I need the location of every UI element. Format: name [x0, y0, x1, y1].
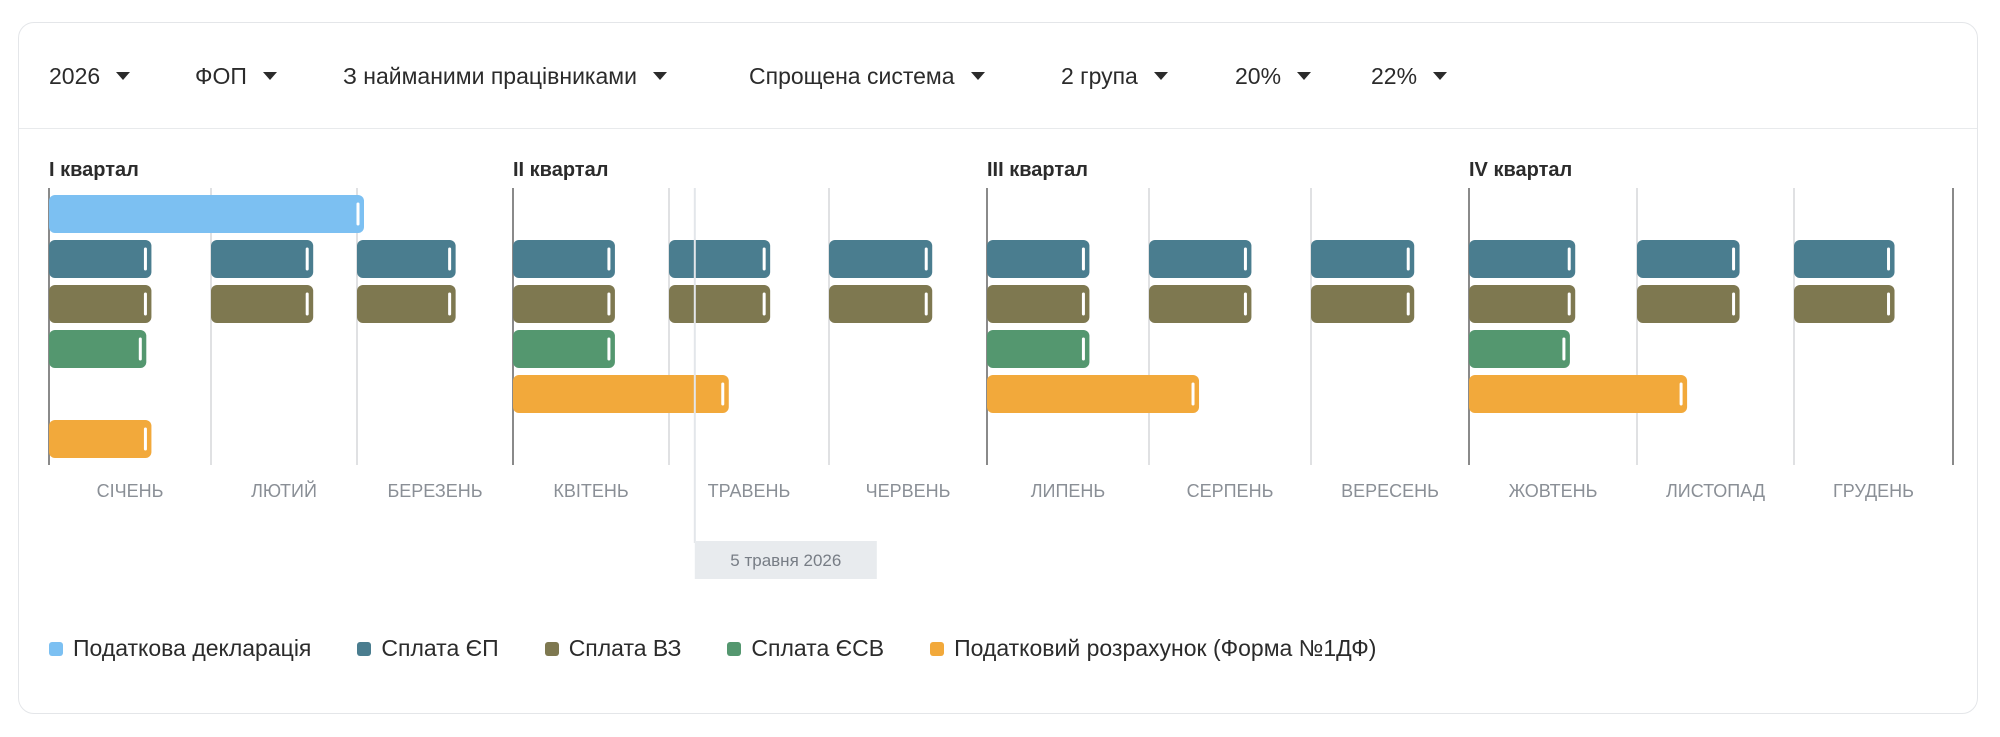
legend-item-form1df[interactable]: Податковий розрахунок (Форма №1ДФ) [930, 635, 1376, 662]
filter-esv-rate-label: 22% [1371, 62, 1418, 89]
chevron-down-icon [1297, 72, 1312, 80]
filter-tax-system-label: Спрощена система [749, 62, 955, 89]
today-label: 5 травня 2026 [730, 551, 841, 570]
legend-item-ep[interactable]: Сплата ЄП [357, 635, 499, 662]
filter-esv-rate-dropdown[interactable]: 22% [1371, 61, 1448, 91]
legend-item-vz[interactable]: Сплата ВЗ [544, 635, 682, 662]
filter-group-dropdown[interactable]: 2 група [1061, 61, 1168, 91]
filter-rate-label: 20% [1235, 62, 1282, 89]
filter-bar: 2026 ФОП З найманими працівниками Спроще… [19, 23, 1977, 129]
filter-entity-dropdown[interactable]: ФОП [195, 61, 277, 91]
month-tick-label: ЧЕРВЕНЬ [866, 481, 951, 501]
bar-declaration [49, 195, 364, 233]
month-tick-label: СІЧЕНЬ [97, 481, 164, 501]
bar-vz [1311, 285, 1415, 323]
month-tick-label: ЖОВТЕНЬ [1509, 481, 1598, 501]
legend-swatch [544, 641, 559, 656]
bar-ep [357, 240, 456, 278]
bar-form1df [1469, 375, 1688, 413]
legend-swatch [49, 641, 63, 656]
month-tick-label: СЕРПЕНЬ [1187, 481, 1274, 501]
bar-ep [1794, 240, 1895, 278]
legend-label: Сплата ЄП [381, 635, 499, 661]
bar-esv [513, 330, 615, 368]
legend-label: Податкова декларація [73, 635, 312, 661]
quarter-label: II квартал [513, 159, 608, 181]
quarter-label: III квартал [987, 159, 1088, 181]
legend-item-esv[interactable]: Сплата ЄСВ [727, 635, 884, 662]
chevron-down-icon [970, 72, 985, 80]
quarter-label: I квартал [49, 159, 139, 181]
filter-rate-dropdown[interactable]: 20% [1235, 61, 1312, 91]
bar-ep [1469, 240, 1576, 278]
month-tick-label: ТРАВЕНЬ [708, 481, 791, 501]
legend-label: Податковий розрахунок (Форма №1ДФ) [954, 635, 1377, 661]
bar-form1df [49, 420, 152, 458]
month-tick-label: БЕРЕЗЕНЬ [387, 481, 482, 501]
legend-swatch [727, 641, 742, 656]
filter-entity-label: ФОП [195, 62, 247, 89]
filter-employees-dropdown[interactable]: З найманими працівниками [343, 61, 667, 91]
chevron-down-icon [116, 72, 131, 80]
filter-group-label: 2 група [1061, 62, 1138, 89]
calendar-card: 2026 ФОП З найманими працівниками Спроще… [18, 22, 1978, 714]
month-tick-label: ГРУДЕНЬ [1833, 481, 1914, 501]
filter-year-label: 2026 [49, 62, 101, 89]
bar-ep [513, 240, 615, 278]
month-tick-label: ЛИСТОПАД [1666, 481, 1765, 501]
bar-ep [987, 240, 1090, 278]
chart-legend: Податкова декларація Сплата ЄП Сплата ВЗ… [49, 635, 1422, 662]
bar-form1df [513, 375, 729, 413]
bar-ep [49, 240, 152, 278]
bar-vz [987, 285, 1090, 323]
bar-form1df [987, 375, 1200, 413]
month-tick-label: ЛИПЕНЬ [1031, 481, 1106, 501]
legend-item-declaration[interactable]: Податкова декларація [49, 635, 311, 662]
bar-esv [987, 330, 1090, 368]
chevron-down-icon [1153, 72, 1168, 80]
bar-vz [1149, 285, 1252, 323]
bar-vz [1637, 285, 1740, 323]
bar-ep [1311, 240, 1415, 278]
bar-vz [1469, 285, 1576, 323]
legend-label: Сплата ЄСВ [751, 635, 885, 661]
month-tick-label: ЛЮТИЙ [251, 480, 317, 501]
bar-esv [49, 330, 147, 368]
bar-vz [357, 285, 456, 323]
month-tick-label: КВІТЕНЬ [553, 481, 628, 501]
chevron-down-icon [262, 72, 277, 80]
bar-ep [669, 240, 771, 278]
chevron-down-icon [652, 72, 667, 80]
legend-label: Сплата ВЗ [568, 635, 682, 661]
quarter-label: IV квартал [1469, 159, 1572, 181]
bar-ep [829, 240, 933, 278]
bar-esv [1469, 330, 1570, 368]
legend-swatch [357, 641, 372, 656]
filter-employees-label: З найманими працівниками [343, 62, 637, 89]
month-tick-label: ВЕРЕСЕНЬ [1341, 481, 1439, 501]
filter-tax-system-dropdown[interactable]: Спрощена система [749, 61, 985, 91]
bar-vz [211, 285, 314, 323]
bar-vz [669, 285, 771, 323]
chevron-down-icon [1433, 72, 1448, 80]
deadline-chart: I квартал II квартал III квартал IV квартал… [48, 159, 1954, 579]
bar-vz [49, 285, 152, 323]
bar-ep [211, 240, 314, 278]
bar-ep [1149, 240, 1252, 278]
filter-year-dropdown[interactable]: 2026 [49, 61, 131, 91]
bar-vz [513, 285, 615, 323]
bar-vz [1794, 285, 1895, 323]
bar-vz [829, 285, 933, 323]
bar-ep [1637, 240, 1740, 278]
legend-swatch [930, 641, 945, 656]
today-badge [694, 541, 877, 579]
